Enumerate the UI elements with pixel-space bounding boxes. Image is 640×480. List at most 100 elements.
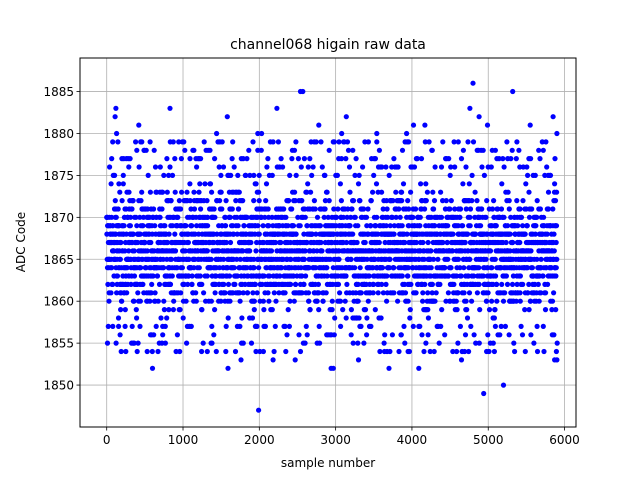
data-point (186, 256, 192, 262)
data-point (237, 290, 243, 296)
data-point (133, 214, 139, 220)
data-point (303, 273, 309, 279)
data-point (108, 290, 114, 296)
data-point (145, 172, 151, 178)
data-point (126, 164, 132, 170)
data-point (466, 348, 472, 355)
data-point (537, 156, 543, 162)
data-point (418, 156, 425, 162)
data-point (334, 172, 340, 178)
data-point (240, 248, 246, 254)
data-point (525, 172, 531, 178)
data-point (204, 348, 210, 355)
data-point (514, 198, 520, 204)
data-point (344, 281, 350, 287)
data-point (355, 298, 361, 304)
data-point (313, 231, 319, 237)
data-point (227, 273, 233, 279)
data-point (455, 139, 461, 145)
data-point (383, 281, 389, 287)
data-point (234, 231, 240, 237)
data-point (379, 265, 386, 271)
data-point (511, 340, 517, 346)
data-point (520, 281, 526, 287)
data-point (256, 172, 262, 178)
data-point (256, 231, 262, 237)
data-point (517, 239, 523, 246)
data-point (545, 206, 552, 212)
data-point (410, 323, 416, 329)
data-point (350, 340, 356, 346)
data-point (325, 214, 331, 220)
data-point (364, 223, 370, 229)
y-tick-label: 1885 (43, 85, 74, 99)
data-point (451, 281, 457, 287)
data-point (505, 189, 511, 195)
data-point (320, 298, 326, 304)
data-point (485, 290, 491, 296)
data-point (526, 307, 532, 313)
data-point (299, 198, 305, 204)
data-point (189, 273, 195, 279)
data-point (365, 298, 371, 304)
data-point (365, 139, 371, 145)
data-point (492, 256, 498, 262)
data-point (354, 239, 360, 246)
data-point (350, 231, 356, 237)
data-point (476, 265, 482, 271)
data-point (319, 248, 325, 254)
data-point (271, 348, 277, 355)
data-point (199, 348, 205, 355)
data-point (176, 198, 182, 204)
data-point (460, 147, 466, 153)
chart-title: channel068 higain raw data (230, 37, 426, 53)
data-point (372, 156, 378, 162)
data-point (399, 273, 405, 279)
data-point (324, 265, 330, 271)
data-point (129, 206, 135, 212)
data-point (324, 273, 330, 279)
data-point (430, 256, 437, 262)
data-point (458, 156, 465, 162)
x-tick-label: 3000 (320, 433, 351, 447)
data-point (260, 298, 266, 304)
data-point (402, 239, 408, 246)
data-point (114, 290, 120, 296)
data-point (127, 214, 134, 220)
data-point (135, 340, 141, 346)
data-point (425, 332, 431, 338)
data-point (295, 214, 301, 220)
data-point (378, 315, 384, 321)
data-point (238, 357, 244, 363)
data-point (282, 290, 288, 296)
data-point (374, 130, 380, 137)
data-point (137, 298, 143, 304)
data-point (291, 147, 298, 153)
data-point (113, 105, 119, 111)
data-point (322, 206, 328, 212)
data-point (506, 206, 512, 212)
data-point (187, 198, 193, 204)
data-point (230, 139, 236, 145)
data-point (110, 323, 116, 329)
data-point (253, 181, 259, 187)
data-point (214, 130, 220, 137)
data-point (408, 281, 414, 287)
data-point (240, 198, 246, 204)
data-point (390, 198, 396, 204)
data-point (262, 323, 268, 329)
data-point (498, 323, 504, 329)
data-point (493, 223, 499, 229)
data-point (107, 164, 113, 170)
data-point (480, 147, 486, 153)
data-point (240, 290, 246, 296)
data-point (450, 348, 456, 355)
data-point (204, 198, 210, 204)
data-point (112, 198, 118, 204)
data-point (498, 206, 505, 212)
data-point (138, 265, 144, 271)
data-point (349, 206, 355, 212)
data-point (189, 223, 195, 229)
data-point (135, 290, 141, 296)
data-point (422, 122, 428, 128)
